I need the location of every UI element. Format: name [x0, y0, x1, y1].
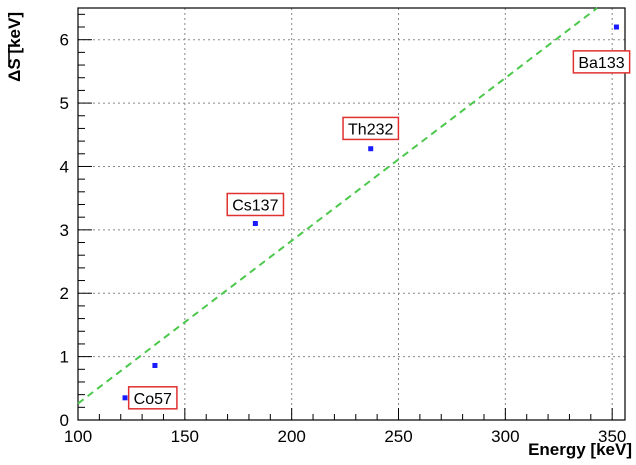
fit-line [77, 7, 598, 405]
x-tick-label: 150 [171, 427, 199, 446]
y-tick-label: 6 [60, 31, 69, 50]
y-tick-label: 3 [60, 221, 69, 240]
data-point [122, 395, 128, 401]
x-tick-label: 350 [598, 427, 626, 446]
y-tick-label: 1 [60, 348, 69, 367]
grid [77, 8, 625, 421]
y-tick-label: 5 [60, 94, 69, 113]
point-label: Th232 [342, 116, 400, 141]
y-tick-label: 4 [60, 157, 69, 176]
y-tick-label: 0 [60, 411, 69, 430]
data-point [368, 146, 374, 152]
plot-frame [77, 7, 626, 421]
point-label-text: Co57 [134, 391, 172, 408]
point-label-box [127, 386, 178, 410]
data-point [613, 24, 619, 30]
point-label-box [572, 50, 631, 74]
point-label: Co57 [127, 386, 178, 410]
point-label: Cs137 [226, 192, 285, 217]
point-label: Ba133 [572, 50, 631, 74]
x-tick-label: 200 [277, 427, 305, 446]
y-axis-label: ΔS [keV] [5, 12, 24, 82]
point-label-text: Th232 [348, 121, 393, 138]
point-label-box [342, 116, 400, 141]
x-axis-label: Energy [keV] [528, 440, 632, 459]
data-point [252, 221, 258, 227]
data-point [152, 362, 158, 368]
x-tick-label: 250 [384, 427, 412, 446]
x-tick-label: 300 [491, 427, 519, 446]
data-points [122, 24, 619, 401]
x-tick-label: 100 [64, 427, 92, 446]
point-label-text: Ba133 [578, 55, 624, 72]
point-label-text: Cs137 [232, 197, 278, 214]
y-tick-label: 2 [60, 284, 69, 303]
axis-ticks [77, 13, 613, 421]
point-label-box [226, 192, 285, 217]
tick-labels: 100 150 200 250 300 350 0 1 2 3 4 5 6 [60, 31, 627, 446]
annotations: Co57 Cs137 Th232 Ba133 [127, 50, 631, 410]
